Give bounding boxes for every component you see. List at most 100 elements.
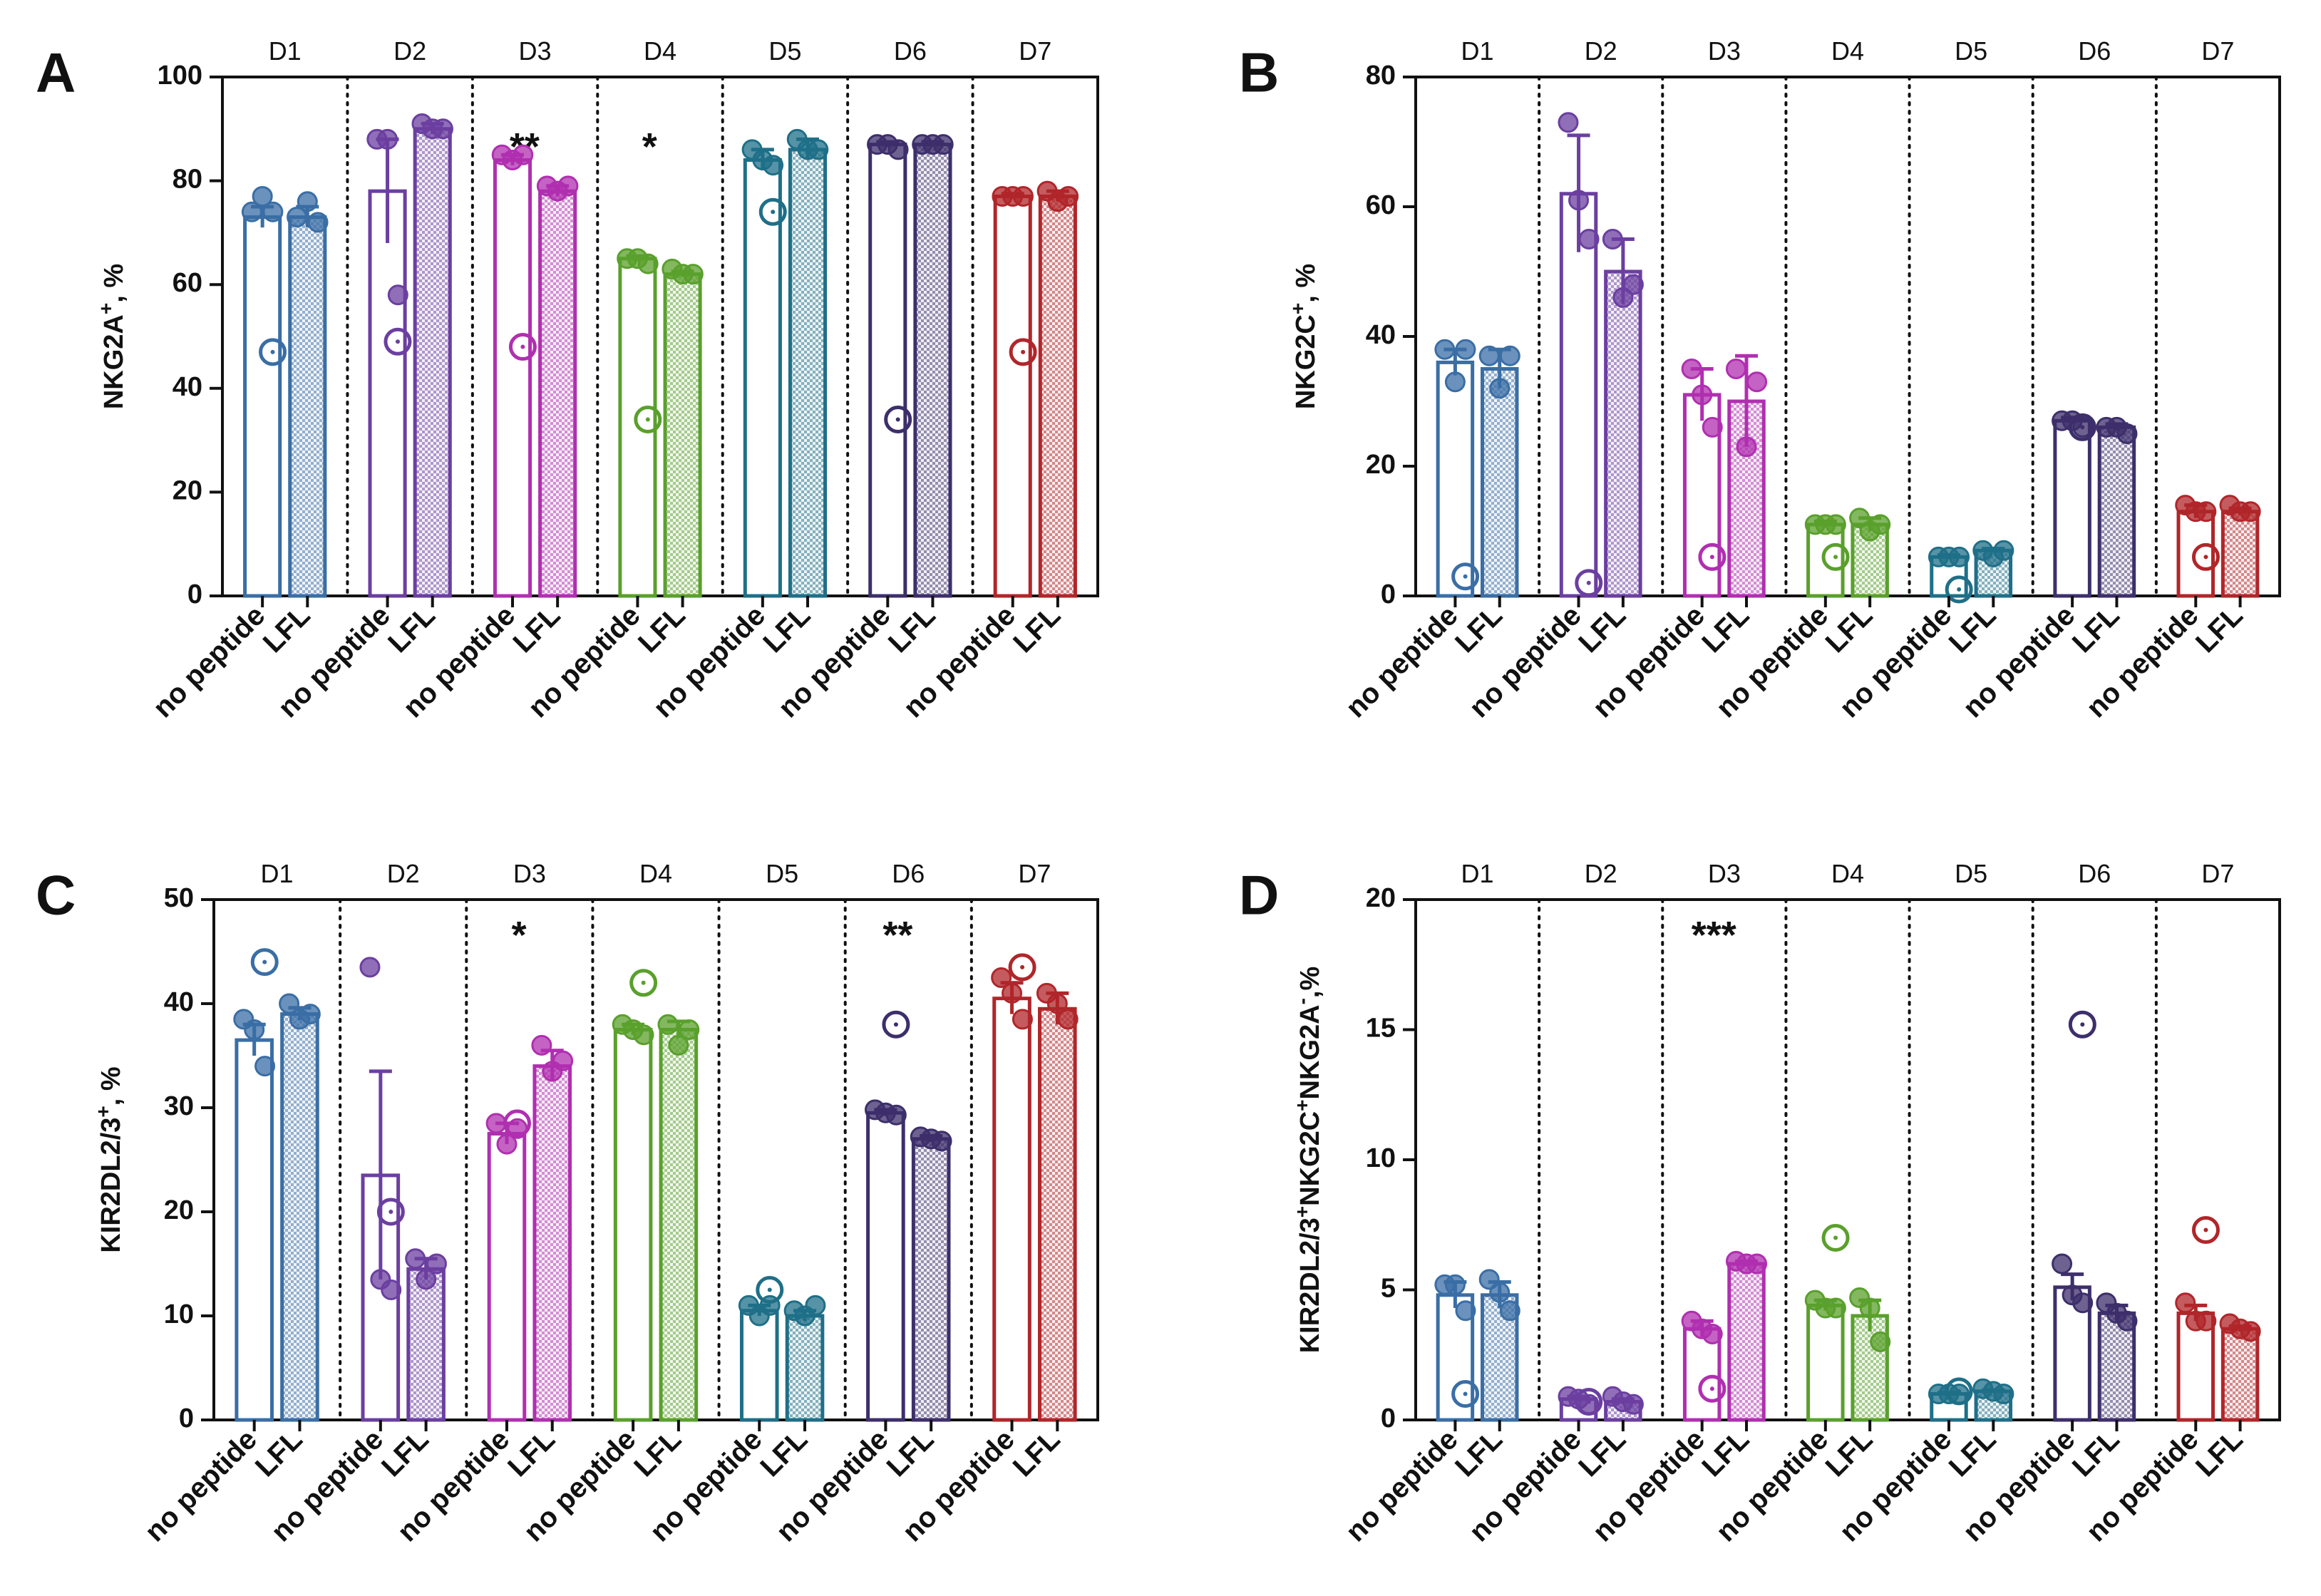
- donor-label: D7: [1019, 36, 1051, 66]
- y-tick-label: 20: [164, 1195, 194, 1225]
- donor-label: D2: [387, 859, 420, 888]
- reference-point-center: [2203, 1227, 2208, 1232]
- donor-label: D1: [1461, 859, 1494, 888]
- y-tick-label: 5: [1381, 1274, 1396, 1304]
- data-point-lfl: [931, 1131, 952, 1152]
- bar-lfl: [2097, 425, 2136, 598]
- x-category-label: LFL: [382, 599, 441, 659]
- data-point-lfl: [1499, 1300, 1520, 1322]
- bar-lfl: [280, 1012, 319, 1422]
- donor-label: D6: [2078, 859, 2111, 888]
- significance-stars: *: [511, 914, 526, 957]
- panel-letter: D: [1239, 864, 1279, 927]
- x-category-label: LFL: [2067, 599, 2126, 659]
- data-point-no-peptide: [885, 1104, 907, 1126]
- y-label-superscript: +: [92, 1106, 114, 1117]
- bar-no-peptide: [235, 1038, 274, 1422]
- y-label-superscript: +: [1291, 1099, 1313, 1111]
- donor-label: D2: [1585, 36, 1617, 66]
- bar-no-peptide: [992, 997, 1031, 1422]
- panel-letter: C: [36, 864, 76, 927]
- donor-label: D5: [1955, 36, 1987, 66]
- y-axis-label: NKG2A+, %: [95, 264, 129, 409]
- data-point-lfl: [2116, 1310, 2138, 1332]
- reference-point-center: [1833, 1235, 1838, 1240]
- reference-point: [1575, 1387, 1603, 1416]
- x-category-label: LFL: [1943, 1423, 2002, 1483]
- data-point-lfl: [1058, 185, 1079, 207]
- data-point-no-peptide: [2072, 1292, 2094, 1314]
- reference-point: [1698, 542, 1726, 571]
- x-category-label: LFL: [882, 599, 942, 659]
- data-point-lfl: [299, 1004, 321, 1025]
- bar-lfl: [1727, 1262, 1766, 1422]
- y-tick-label: 20: [1366, 450, 1396, 480]
- reference-point-center: [1020, 964, 1025, 969]
- bar-no-peptide: [2053, 418, 2091, 598]
- bar-no-peptide: [866, 1111, 905, 1422]
- donor-label: D3: [513, 859, 546, 888]
- data-point-no-peptide: [1455, 339, 1476, 360]
- data-point-lfl: [531, 1034, 552, 1056]
- reference-point: [1945, 1377, 1973, 1406]
- data-point-lfl: [1622, 274, 1644, 295]
- reference-point-center: [645, 417, 650, 422]
- reference-point-center: [1586, 1399, 1591, 1404]
- bar-lfl: [288, 215, 327, 598]
- bar-no-peptide: [1559, 192, 1598, 598]
- bar-lfl: [413, 127, 452, 598]
- donor-label: D7: [2201, 36, 2234, 66]
- y-label-part: NKG2C: [1295, 1111, 1325, 1206]
- donor-label: D3: [1708, 36, 1741, 66]
- donor-label: D4: [639, 859, 672, 888]
- donor-label: D6: [892, 859, 925, 888]
- y-tick-label: 10: [164, 1299, 194, 1329]
- data-point-no-peptide: [633, 1024, 654, 1046]
- data-point-no-peptide: [763, 155, 784, 176]
- data-point-lfl: [1499, 345, 1520, 366]
- data-point-lfl: [405, 1248, 426, 1270]
- x-category-label: LFL: [1820, 1423, 1879, 1483]
- data-point-no-peptide: [1568, 190, 1590, 211]
- reference-point-center: [388, 1210, 393, 1214]
- bar-lfl: [913, 143, 952, 598]
- reference-point-center: [1833, 555, 1838, 560]
- reference-point: [884, 405, 912, 433]
- bar-lfl: [2220, 1327, 2260, 1422]
- reference-point-center: [1709, 555, 1714, 560]
- x-category-label: LFL: [2190, 1423, 2249, 1483]
- y-label-part: NKG2A: [1295, 1004, 1325, 1099]
- donor-label: D5: [766, 859, 798, 888]
- bar-lfl: [788, 148, 828, 598]
- data-point-lfl: [307, 212, 329, 233]
- reference-point: [1451, 1380, 1480, 1408]
- reference-point-center: [2203, 555, 2208, 560]
- data-point-lfl: [1736, 436, 1757, 458]
- bar-no-peptide: [487, 1132, 527, 1422]
- data-point-no-peptide: [1455, 1300, 1476, 1322]
- data-point-lfl: [552, 1050, 574, 1071]
- reference-point: [503, 1109, 531, 1138]
- reference-point: [756, 1276, 784, 1304]
- reference-point-center: [395, 339, 400, 344]
- x-category-label: LFL: [502, 1423, 561, 1483]
- data-point-no-peptide: [1444, 371, 1466, 393]
- reference-point-center: [270, 349, 275, 354]
- donor-label: D5: [768, 36, 801, 66]
- data-point-lfl: [1057, 1009, 1079, 1030]
- plot-frame: [1414, 898, 2281, 1421]
- data-point-no-peptide: [2052, 1253, 2073, 1275]
- reference-point: [2068, 413, 2096, 441]
- x-category-label: LFL: [757, 599, 816, 659]
- x-category-label: no peptide: [147, 599, 271, 724]
- x-category-label: no peptide: [1340, 599, 1464, 724]
- reference-point-center: [1463, 574, 1468, 579]
- y-tick-label: 0: [1381, 580, 1396, 609]
- reference-point-center: [641, 980, 646, 985]
- y-tick-label: 100: [158, 61, 202, 91]
- bar-no-peptide: [739, 1309, 779, 1422]
- reference-point-center: [520, 344, 525, 349]
- data-point-no-peptide: [2175, 1292, 2196, 1314]
- bar-no-peptide: [993, 194, 1032, 598]
